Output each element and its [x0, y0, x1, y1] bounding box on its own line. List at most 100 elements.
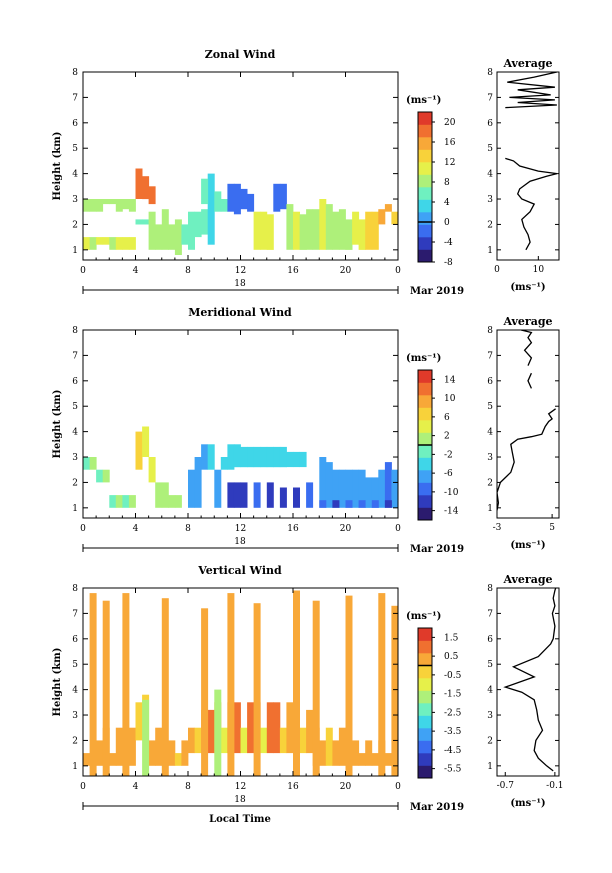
- zonal-average-profile: [505, 72, 558, 251]
- colorbar-segment: [418, 149, 432, 163]
- heatmap-cell: [83, 457, 90, 470]
- heatmap-cell: [122, 593, 130, 776]
- x-tick-label: 8: [185, 782, 191, 792]
- y-tick-label: 5: [487, 144, 493, 154]
- meridional-average-frame: [496, 329, 560, 519]
- colorbar-segment: [418, 715, 432, 729]
- colorbar-segment: [418, 382, 432, 396]
- colorbar-segment: [418, 137, 432, 150]
- colorbar-segment: [418, 482, 432, 496]
- x-tick-label: -0.1: [546, 781, 563, 791]
- heatmap-cell: [207, 444, 215, 470]
- heatmap-cell: [325, 462, 333, 508]
- heatmap-cell: [352, 740, 360, 766]
- y-tick-label: 8: [72, 584, 78, 594]
- heatmap-cell: [233, 444, 241, 468]
- average-profile-line: [505, 72, 558, 251]
- y-tick-label: 6: [72, 119, 78, 129]
- heatmap-cell: [155, 224, 163, 250]
- heatmap-cell: [319, 740, 327, 766]
- heatmap-cell: [325, 727, 333, 766]
- y-tick-label: 5: [72, 144, 78, 154]
- colorbar-tick-label: 2: [444, 432, 450, 442]
- colorbar-segment: [418, 112, 432, 125]
- heatmap-cell: [352, 469, 360, 508]
- heatmap-cell: [155, 727, 163, 766]
- heatmap-cell: [135, 702, 143, 741]
- y-tick-label: 6: [72, 377, 78, 387]
- heatmap-cell: [247, 193, 255, 212]
- heatmap-cell: [207, 709, 215, 754]
- heatmap-cell: [319, 457, 327, 508]
- heatmap-cell: [233, 482, 241, 508]
- x-tick-label: 16: [287, 782, 299, 792]
- y-tick-label: 2: [72, 478, 78, 488]
- x-tick-label: 0: [395, 782, 401, 792]
- colorbar-tick-label: 16: [444, 138, 456, 148]
- x-tick-label: -0.7: [497, 781, 515, 791]
- y-tick-label: 7: [487, 93, 493, 103]
- heatmap-cell: [378, 593, 386, 776]
- x-tick-label: 20: [340, 266, 352, 276]
- y-tick-label: 5: [72, 402, 78, 412]
- heatmap-cell: [358, 753, 366, 766]
- heatmap-cell: [378, 469, 386, 508]
- meridional-wind-unit: (ms⁻¹): [406, 353, 441, 364]
- heatmap-cell: [299, 727, 307, 754]
- heatmap-cell: [201, 209, 209, 235]
- heatmap-cell: [83, 237, 90, 250]
- heatmap-cell: [266, 702, 274, 754]
- heatmap-cell: [338, 469, 346, 508]
- zonal-wind-heatmap: [83, 168, 398, 255]
- heatmap-cell: [135, 168, 143, 199]
- heatmap-cell: [247, 702, 255, 754]
- heatmap-cell: [345, 595, 353, 776]
- x-tick-label: 0: [395, 524, 401, 534]
- heatmap-cell: [115, 727, 123, 766]
- y-tick-label: 7: [72, 93, 78, 103]
- colorbar-segment: [418, 407, 432, 421]
- heatmap-cell: [378, 209, 386, 225]
- y-tick-label: 1: [487, 762, 493, 772]
- colorbar-segment: [418, 395, 432, 408]
- heatmap-cell: [214, 191, 222, 212]
- heatmap-cell: [384, 204, 392, 212]
- heatmap-cell: [279, 446, 287, 468]
- colorbar-tick-label: 20: [444, 118, 456, 128]
- vertical-average-profile: [503, 588, 557, 772]
- y-tick-label: 3: [72, 195, 78, 205]
- heatmap-cell: [253, 446, 261, 468]
- average-profile-line: [497, 330, 556, 511]
- x-tick-label: 5: [549, 523, 555, 533]
- x-tick-label: 16: [287, 524, 299, 534]
- heatmap-cell: [358, 500, 366, 508]
- heatmap-cell: [240, 482, 248, 508]
- heatmap-cell: [174, 753, 182, 766]
- heatmap-cell: [371, 477, 379, 508]
- heatmap-cell: [227, 593, 235, 776]
- colorbar-segment: [418, 765, 432, 779]
- heatmap-cell: [371, 753, 379, 766]
- vertical-wind-title: Vertical Wind: [197, 564, 282, 577]
- heatmap-cell: [201, 444, 209, 470]
- colorbar-frame: [417, 111, 433, 263]
- vertical-wind-colorbar: 1.5 0.5 -0.5 -1.5 -2.5 -3.5 -4.5 -5.5: [417, 627, 462, 779]
- heatmap-cell: [365, 477, 373, 508]
- heatmap-cell: [201, 608, 209, 776]
- heatmap-cell: [174, 219, 182, 255]
- colorbar-segment: [418, 174, 432, 188]
- colorbar-segment: [418, 728, 432, 741]
- heatmap-cell: [96, 199, 104, 212]
- y-tick-label: 4: [72, 686, 78, 696]
- heatmap-cell: [96, 740, 104, 766]
- heatmap-cell: [188, 727, 195, 754]
- x-tick-label: 16: [287, 266, 299, 276]
- y-tick-label: 3: [72, 453, 78, 463]
- y-tick-label: 2: [487, 478, 493, 488]
- y-tick-label: 1: [487, 246, 493, 256]
- heatmap-cell: [299, 451, 307, 468]
- heatmap-cell: [194, 727, 202, 754]
